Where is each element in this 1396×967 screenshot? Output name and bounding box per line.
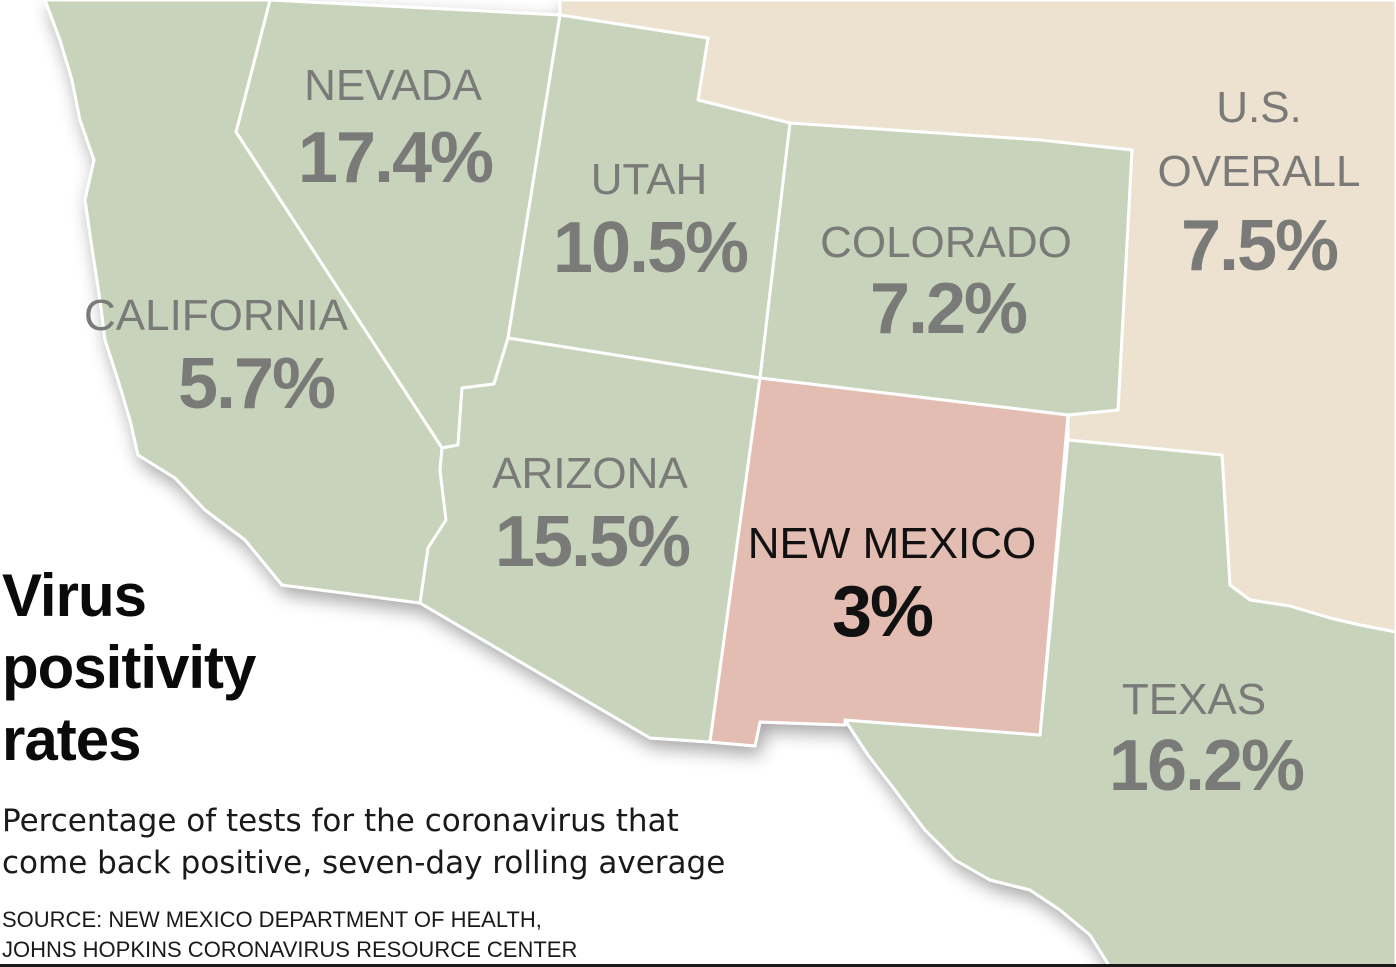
label-name-california: CALIFORNIA: [84, 291, 349, 340]
state-labels: NEVADA 17.4% UTAH 10.5% COLORADO 7.2% CA…: [84, 61, 1361, 806]
label-value-arizona: 15.5%: [495, 502, 690, 582]
bottom-rule: [0, 964, 1396, 967]
subtitle-line-1: Percentage of tests for the coronavirus …: [2, 803, 679, 839]
label-value-new-mexico: 3%: [832, 572, 933, 652]
title-line-3: rates: [2, 706, 141, 773]
label-name-colorado: COLORADO: [820, 218, 1072, 267]
state-shape-new-mexico: [708, 376, 1070, 748]
page-title: Virus positivity rates: [2, 560, 362, 776]
label-us-overall-line1: U.S.: [1216, 83, 1302, 132]
state-shape-texas: [843, 438, 1396, 967]
label-name-arizona: ARIZONA: [492, 449, 688, 498]
label-value-california: 5.7%: [178, 344, 335, 424]
label-value-texas: 16.2%: [1109, 726, 1304, 806]
label-value-utah: 10.5%: [553, 208, 748, 288]
subtitle-line-2: come back positive, seven-day rolling av…: [2, 845, 726, 881]
land-mass: [43, 0, 1396, 967]
label-value-colorado: 7.2%: [870, 269, 1027, 349]
subtitle: Percentage of tests for the coronavirus …: [2, 800, 822, 884]
label-name-nevada: NEVADA: [304, 61, 482, 110]
label-value-nevada: 17.4%: [298, 118, 493, 198]
source-line-1: SOURCE: NEW MEXICO DEPARTMENT OF HEALTH,: [2, 907, 542, 932]
label-name-texas: TEXAS: [1122, 675, 1266, 724]
label-name-new-mexico: NEW MEXICO: [748, 519, 1036, 568]
label-us-overall-line2: OVERALL: [1158, 147, 1361, 196]
title-line-2: positivity: [2, 634, 256, 701]
title-line-1: Virus: [2, 562, 147, 629]
source-line-2: JOHNS HOPKINS CORONAVIRUS RESOURCE CENTE…: [2, 937, 578, 962]
label-name-utah: UTAH: [591, 155, 708, 204]
source-credit: SOURCE: NEW MEXICO DEPARTMENT OF HEALTH,…: [2, 905, 822, 965]
label-value-us-overall: 7.5%: [1181, 206, 1338, 286]
